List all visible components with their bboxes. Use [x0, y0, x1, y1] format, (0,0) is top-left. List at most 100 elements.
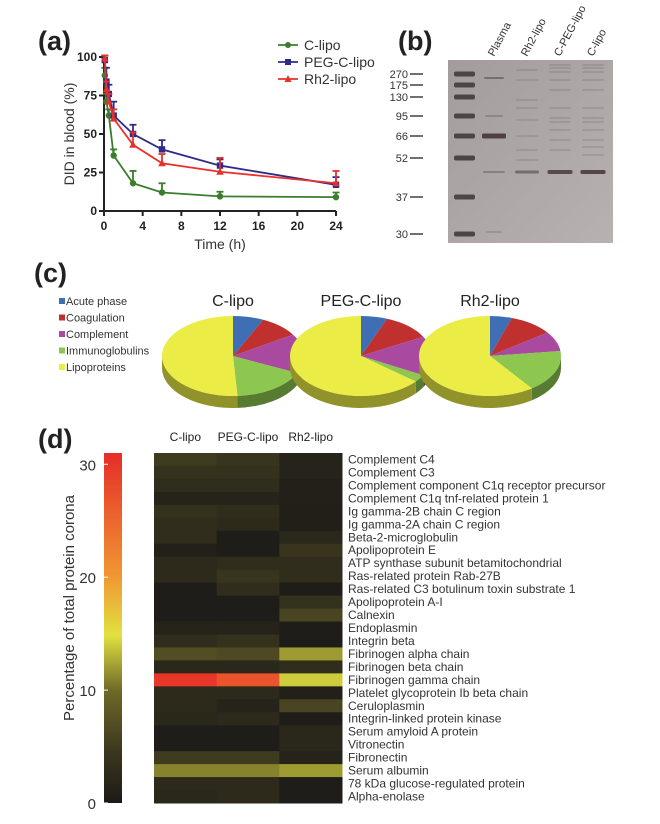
legend-label: Lipoproteins — [66, 362, 126, 374]
data-point — [110, 152, 117, 159]
pie-peg-c-lipo: PEG-C-lipo — [290, 293, 433, 409]
panel-label-c: (c) — [34, 258, 67, 288]
heatmap-cell — [216, 465, 280, 480]
heatmap-row: Ras-related protein Rab-27B — [154, 569, 501, 583]
legend-label: Complement — [66, 329, 128, 341]
band — [484, 77, 504, 79]
pie-slice-complement — [233, 334, 304, 374]
panel-label-a: (a) — [38, 26, 71, 56]
ladder-band — [454, 194, 475, 200]
lane-label: C-PEG-lipo — [552, 4, 589, 59]
heatmap-cell — [216, 686, 280, 700]
data-point — [109, 114, 118, 122]
heatmap-cell — [154, 699, 218, 713]
band — [582, 67, 604, 69]
heatmap-cell — [216, 764, 280, 778]
heatmap-cell — [279, 465, 343, 480]
heatmap-row: ATP synthase subunit betamitochondrial — [154, 556, 562, 570]
band — [516, 149, 538, 151]
data-point — [216, 167, 224, 175]
data-point — [158, 159, 166, 167]
data-point — [158, 146, 166, 153]
row-label: Serum amyloid A protein — [348, 725, 478, 739]
band — [582, 117, 604, 119]
heatmap-cell — [279, 712, 343, 726]
legend-swatch — [59, 314, 65, 321]
row-label: Complement C1q tnf-related protein 1 — [348, 491, 549, 505]
pie-c-lipo: C-lipo — [161, 293, 304, 409]
heatmap-cell — [154, 686, 218, 700]
pie-title: Rh2-lipo — [460, 293, 520, 310]
heatmap-cell — [154, 725, 218, 739]
heatmap-cell — [154, 777, 218, 791]
heatmap-cell — [154, 543, 218, 558]
band — [582, 79, 604, 81]
data-point — [332, 193, 340, 201]
band — [582, 71, 604, 73]
band — [582, 154, 604, 156]
band — [580, 170, 606, 174]
heatmap-cell — [216, 777, 280, 791]
pie-side-lipoproteins — [161, 356, 238, 409]
colorbar-tick-label: 0 — [88, 796, 96, 813]
row-label: Ras-related protein Rab-27B — [348, 569, 501, 583]
marker-kda-label: 130 — [390, 92, 408, 104]
heatmap-row: Ras-related C3 botulinum toxin substrate… — [154, 582, 576, 596]
row-label: Ceruloplasmin — [348, 699, 425, 713]
colorbar-tick-label: 20 — [79, 570, 96, 587]
heatmap-cell — [216, 660, 280, 674]
heatmap-cell — [154, 673, 218, 687]
data-point — [101, 54, 109, 62]
column-header: C-lipo — [170, 430, 202, 444]
heatmap-cell — [279, 491, 343, 506]
marker-kda-label: 52 — [396, 153, 408, 165]
heatmap-cell — [279, 634, 343, 648]
y-tick-label: 75 — [84, 89, 98, 103]
row-label: Fibronectin — [348, 751, 407, 765]
heatmap-cell — [154, 647, 218, 661]
heatmap-cell — [279, 699, 343, 713]
heatmap-cell — [216, 751, 280, 765]
heatmap-cell — [154, 530, 218, 545]
band — [549, 139, 571, 141]
heatmap-cell — [216, 634, 280, 648]
x-tick-label: 8 — [178, 219, 185, 233]
band — [516, 79, 538, 81]
heatmap-cell — [279, 751, 343, 765]
heatmap-cell — [279, 621, 343, 635]
heatmap-cell — [216, 517, 280, 532]
row-label: Platelet glycoprotein Ib beta chain — [348, 686, 528, 700]
heatmap-row: Apolipoprotein A-I — [154, 595, 443, 609]
band — [485, 115, 503, 117]
column-header: PEG-C-lipo — [218, 430, 279, 444]
band — [516, 159, 538, 161]
row-label: Fibrinogen alpha chain — [348, 647, 469, 661]
band — [549, 89, 571, 91]
band — [582, 139, 604, 141]
legend-label: Rh2-lipo — [304, 71, 356, 87]
pie-slice-coagulation — [490, 317, 548, 356]
data-point — [129, 140, 137, 148]
ladder-band — [454, 231, 475, 237]
legend-label: Acute phase — [66, 296, 127, 308]
heatmap-row: Integrin beta — [154, 634, 415, 648]
line-chart-a: 0 25 50 75 100 0 4 8 12 16 20 24 Time (h) DID in bloo… — [61, 37, 375, 252]
band — [549, 129, 571, 131]
row-label: 78 kDa glucose-regulated protein — [348, 777, 525, 791]
heatmap-row: Alpha-enolase — [154, 790, 425, 804]
data-point — [105, 97, 113, 105]
heatmap-row: Serum amyloid A protein — [154, 725, 478, 739]
heatmap-cell — [154, 608, 218, 623]
heatmap-cell — [279, 595, 343, 610]
heatmap-cell — [154, 712, 218, 726]
heatmap-cell — [216, 738, 280, 752]
heatmap-cell — [154, 582, 218, 597]
colorbar — [104, 453, 122, 803]
pie-slice-immunoglobulins — [361, 356, 424, 382]
row-label: Fibrinogen beta chain — [348, 660, 463, 674]
heatmap-cell — [279, 647, 343, 661]
lane-label: C-lipo — [585, 27, 609, 58]
x-tick-label: 20 — [291, 219, 305, 233]
x-axis-title: Time (h) — [194, 236, 246, 252]
